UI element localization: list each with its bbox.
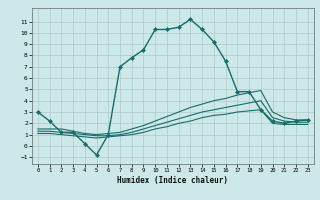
X-axis label: Humidex (Indice chaleur): Humidex (Indice chaleur) <box>117 176 228 185</box>
